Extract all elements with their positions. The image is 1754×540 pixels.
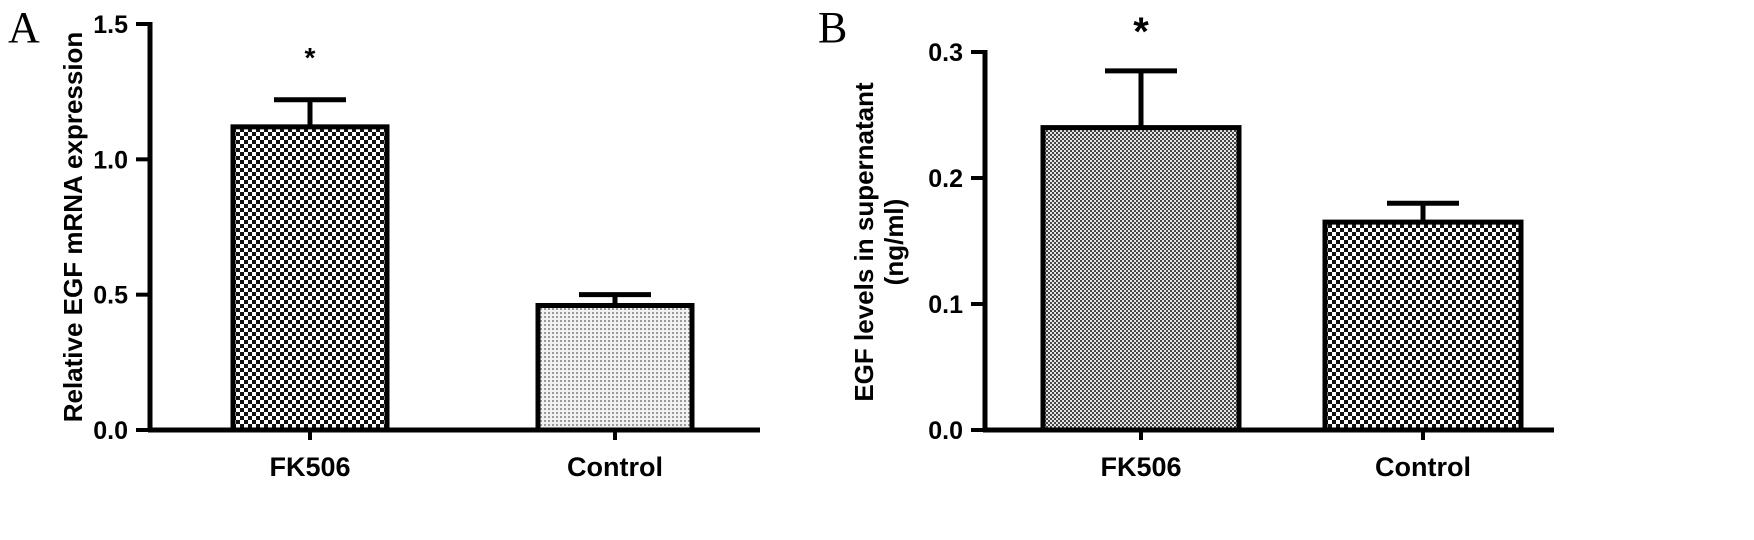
- panel-a-y-tick-label: 0.0: [93, 417, 128, 445]
- panel-a-chart: A Relative EGF mRNA expression FK506 Contro…: [8, 3, 760, 482]
- panel-b-y-tick-label: 0.1: [928, 291, 963, 319]
- panel-b-y-axis-title-line: EGF levels in supernatant: [849, 82, 879, 402]
- panel-b-y-tick-label: 0.2: [928, 165, 963, 193]
- panel-b-y-axis-title-line: (ng/ml): [879, 199, 909, 286]
- panel-b-y-axis-title: EGF levels in supernatant(ng/ml): [849, 82, 909, 402]
- panel-b-x-tick-label: FK506: [1100, 452, 1181, 482]
- panel-b-bar-control: [1322, 219, 1524, 433]
- panel-a-y-axis-title-line: Relative EGF mRNA expression: [58, 32, 88, 423]
- panel-a-x-tick-label: Control: [567, 452, 663, 482]
- panel-a-x-tick-label: FK506: [269, 452, 350, 482]
- panel-b-x-tick-label: Control: [1375, 452, 1471, 482]
- panel-a-y-axis-title: Relative EGF mRNA expression: [58, 32, 88, 423]
- panel-a-y-tick-label: 1.0: [93, 146, 128, 174]
- panel-a-letter: A: [8, 3, 40, 52]
- panel-a-y-tick-label: 1.5: [93, 11, 128, 39]
- panel-b-letter: B: [818, 3, 847, 52]
- panel-b-significance-marker: *: [1133, 10, 1149, 54]
- panel-a-bar-fk506: [230, 124, 390, 433]
- panel-a-y-tick-label: 0.5: [93, 282, 128, 310]
- panel-a-significance-marker: *: [305, 42, 316, 73]
- panel-b-bar-fk506: [1040, 125, 1242, 433]
- panel-b-y-tick-label: 0.0: [928, 417, 963, 445]
- panel-a-bar-control: [535, 302, 695, 433]
- panel-b-y-tick-label: 0.3: [928, 39, 963, 67]
